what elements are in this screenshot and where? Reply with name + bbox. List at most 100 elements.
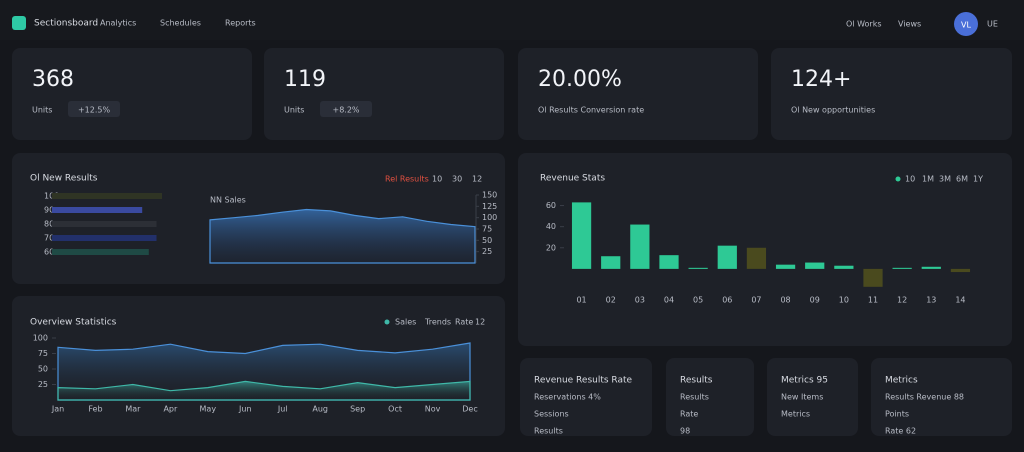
y-tick-label: 100 — [33, 334, 48, 343]
nav-item[interactable]: Ol Works — [846, 20, 882, 29]
nav-item[interactable]: Reports — [225, 19, 256, 28]
y-tick-label: 150 — [482, 191, 497, 200]
bar — [52, 249, 149, 255]
card-title: Revenue Results Rate — [534, 376, 633, 386]
stat-card — [771, 48, 1012, 140]
x-tick-label: 14 — [955, 296, 965, 305]
tab[interactable]: Rel Results — [385, 175, 429, 184]
row-label: 70 — [44, 234, 54, 243]
x-tick-label: 06 — [722, 296, 732, 305]
x-tick-label: Nov — [425, 405, 441, 414]
card-line: 98 — [680, 427, 690, 436]
bar — [52, 235, 157, 241]
x-tick-label: 05 — [693, 296, 703, 305]
x-tick-label: Sep — [350, 405, 365, 414]
y-tick-label: 40 — [546, 222, 556, 231]
x-tick-label: 03 — [635, 296, 645, 305]
legend-item[interactable]: Rate — [455, 318, 473, 327]
nav-item[interactable]: Schedules — [160, 19, 201, 28]
card-title: Metrics 95 — [781, 376, 828, 386]
x-tick-label: 01 — [576, 296, 586, 305]
legend-dot — [895, 176, 901, 182]
y-tick-label: 25 — [482, 247, 492, 256]
logo[interactable] — [12, 16, 26, 30]
x-tick-label: Mar — [125, 405, 141, 414]
navbar — [0, 0, 1024, 40]
brand[interactable]: Sectionsboard — [34, 19, 98, 29]
badge-text: +12.5% — [78, 106, 111, 115]
x-tick-label: 04 — [664, 296, 674, 305]
bar — [659, 255, 679, 269]
bar — [921, 266, 941, 269]
legend-item[interactable]: Sales — [395, 318, 416, 327]
y-tick-label: 60 — [546, 201, 556, 210]
y-tick-label: 75 — [482, 225, 492, 234]
bar — [630, 224, 650, 269]
legend-item[interactable]: Trends — [424, 318, 451, 327]
legend-item[interactable]: 6M — [956, 175, 968, 184]
x-tick-label: Dec — [462, 405, 477, 414]
legend-item[interactable]: 3M — [939, 175, 951, 184]
user[interactable]: UE — [987, 20, 998, 29]
stat-card — [518, 48, 758, 140]
bar — [52, 221, 157, 227]
legend-item[interactable]: 1Y — [973, 175, 983, 184]
row-label: 100 — [44, 192, 59, 201]
x-tick-label: 02 — [606, 296, 616, 305]
bar — [834, 265, 854, 269]
card-line: Results — [534, 427, 563, 436]
tab[interactable]: 30 — [452, 175, 462, 184]
y-tick-label: 100 — [482, 213, 497, 222]
stat-label: Units — [284, 106, 304, 115]
row-label: 90 — [44, 206, 54, 215]
x-tick-label: 11 — [868, 296, 878, 305]
bar — [688, 267, 708, 269]
bar — [746, 247, 767, 269]
card-line: Metrics — [781, 410, 810, 419]
badge — [68, 101, 120, 117]
stat-value: 20.00% — [538, 67, 622, 92]
series-label: NN Sales — [210, 196, 246, 205]
stat-card — [12, 48, 252, 140]
bar — [717, 245, 737, 269]
legend-item[interactable]: 1M — [922, 175, 934, 184]
nav-item[interactable]: Views — [898, 20, 921, 29]
avatar-text: VL — [961, 21, 971, 30]
bar — [52, 193, 162, 199]
avatar[interactable] — [954, 12, 978, 36]
x-tick-label: Jun — [238, 405, 252, 414]
x-tick-label: 09 — [810, 296, 820, 305]
x-tick-label: 07 — [751, 296, 761, 305]
stat-label: Ol New opportunities — [791, 106, 875, 115]
card-line: Reservations 4% — [534, 393, 601, 402]
area — [209, 208, 476, 264]
card-line: Results Revenue 88 — [885, 393, 964, 402]
stat-card — [264, 48, 504, 140]
x-tick-label: Jan — [51, 405, 64, 414]
panel-title: Overview Statistics — [30, 318, 117, 328]
x-tick-label: 08 — [780, 296, 790, 305]
y-tick-label: 125 — [482, 202, 497, 211]
info-card — [767, 358, 858, 436]
badge-text: +8.2% — [332, 106, 359, 115]
card-title: Results — [680, 376, 713, 386]
card-line: Rate 62 — [885, 427, 916, 436]
tab[interactable]: 12 — [472, 175, 482, 184]
legend-item[interactable]: 12 — [475, 318, 485, 327]
y-tick-label: 25 — [38, 380, 48, 389]
x-tick-label: Aug — [312, 405, 328, 414]
x-tick-label: Feb — [88, 405, 102, 414]
x-tick-label: May — [200, 405, 217, 414]
legend-item[interactable]: 10 — [905, 175, 915, 184]
tab[interactable]: 10 — [432, 175, 442, 184]
card-line: Results — [680, 393, 709, 402]
card-line: Points — [885, 410, 909, 419]
x-tick-label: Oct — [388, 405, 402, 414]
card-line: Rate — [680, 410, 698, 419]
y-tick-label: 75 — [38, 349, 48, 358]
nav-item[interactable]: Analytics — [100, 19, 136, 28]
row-label: 80 — [44, 220, 54, 229]
